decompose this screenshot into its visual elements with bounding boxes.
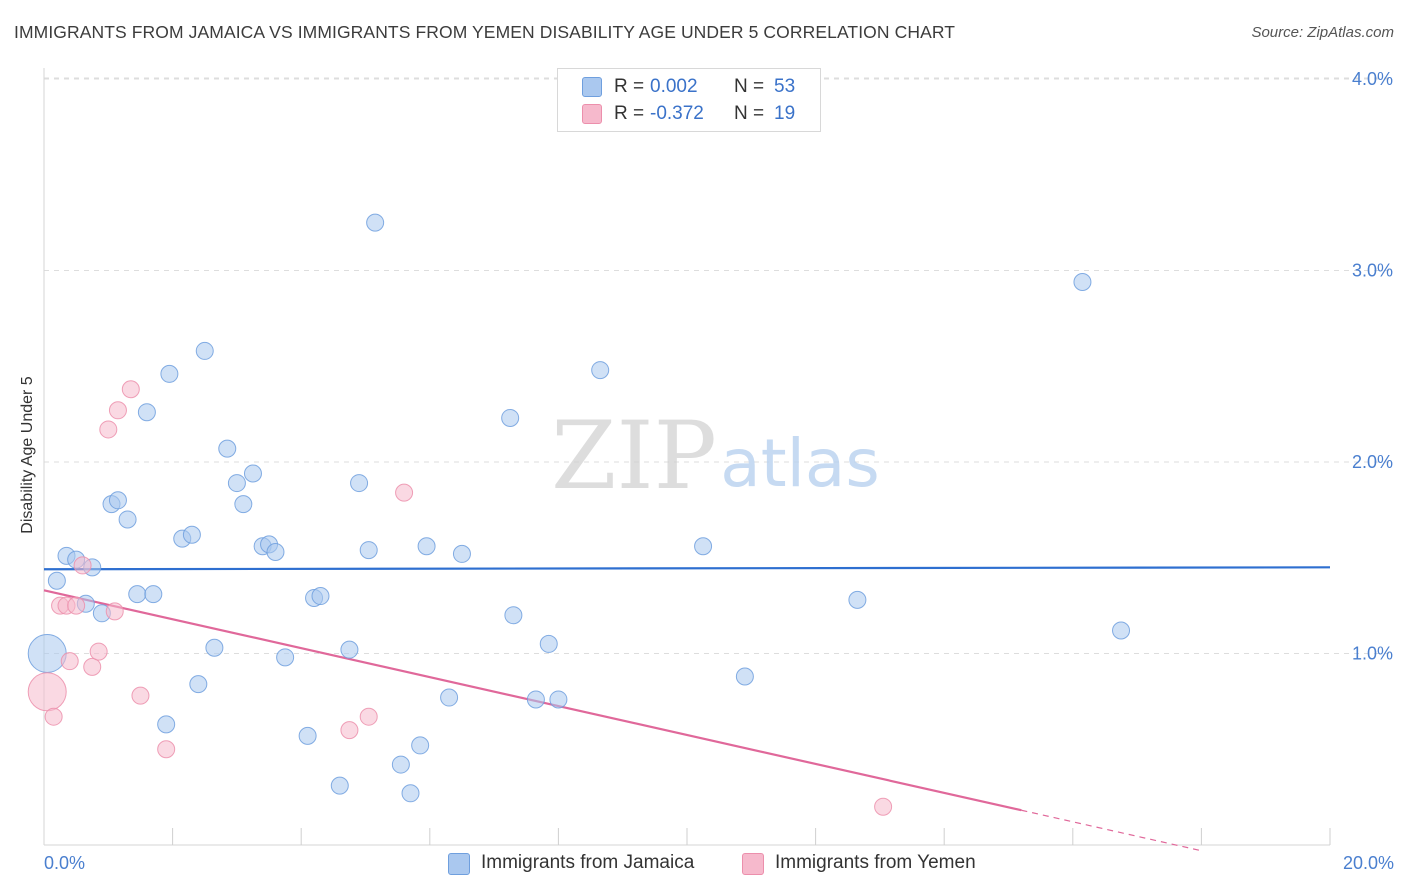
y-tick-label: 3.0% <box>1352 261 1393 281</box>
legend-n-label: N = <box>734 76 765 97</box>
legend-r-label: R = <box>614 103 645 124</box>
yemen-point <box>359 707 378 726</box>
yemen-point <box>60 652 79 671</box>
jamaica-point <box>118 510 137 529</box>
watermark-atlas: atlas <box>720 425 880 502</box>
yemen-point <box>67 596 86 615</box>
jamaica-point <box>366 213 385 232</box>
jamaica-point <box>401 784 420 803</box>
jamaica-point <box>243 464 262 483</box>
yemen-point <box>73 556 92 575</box>
legend-n-value-yemen: 19 <box>774 103 796 124</box>
jamaica-point <box>160 364 179 383</box>
legend-r-value-jamaica: 0.002 <box>650 76 698 97</box>
legend-n-label: N = <box>734 103 765 124</box>
jamaica-point <box>526 690 545 709</box>
yemen-point <box>340 721 359 740</box>
jamaica-point <box>340 640 359 659</box>
jamaica-point <box>694 537 713 556</box>
x-tick-label-max: 20.0% <box>1343 853 1394 873</box>
data-points <box>27 213 1131 816</box>
legend-swatch-jamaica <box>582 77 602 97</box>
yemen-point <box>157 740 176 759</box>
jamaica-point <box>108 491 127 510</box>
bottom-legend-swatch-yemen <box>742 853 764 875</box>
jamaica-point <box>440 688 459 707</box>
y-tick-label: 4.0% <box>1352 69 1393 89</box>
jamaica-point <box>417 537 436 556</box>
jamaica-point <box>218 439 237 458</box>
yemen-point <box>874 797 893 816</box>
jamaica-point <box>234 495 253 514</box>
jamaica-point <box>411 736 430 755</box>
jamaica-point <box>227 474 246 493</box>
yemen-point <box>44 707 63 726</box>
jamaica-point <box>27 634 67 673</box>
jamaica-point <box>1112 621 1131 640</box>
jamaica-point <box>47 571 66 590</box>
bottom-legend-label-yemen: Immigrants from Yemen <box>775 852 976 873</box>
y-tick-label: 2.0% <box>1352 452 1393 472</box>
trend-lines <box>43 566 1331 852</box>
legend-n-value-jamaica: 53 <box>774 76 796 97</box>
legend-r-value-yemen: -0.372 <box>650 103 704 124</box>
yemen-point <box>105 602 124 621</box>
jamaica-point <box>189 675 208 694</box>
jamaica-point <box>848 590 867 609</box>
jamaica-point <box>359 541 378 560</box>
jamaica-point <box>266 543 285 562</box>
bottom-legend-label-jamaica: Immigrants from Jamaica <box>481 852 695 873</box>
x-tick-label-min: 0.0% <box>44 853 85 873</box>
jamaica-point <box>182 525 201 544</box>
correlation-legend: R = 0.002 N = 53 R = -0.372 N = 19 <box>557 68 821 132</box>
jamaica-point <box>1073 272 1092 291</box>
source-credit: Source: ZipAtlas.com <box>1251 24 1394 41</box>
jamaica-point <box>735 667 754 686</box>
legend-swatch-yemen <box>582 104 602 124</box>
chart-title: IMMIGRANTS FROM JAMAICA VS IMMIGRANTS FR… <box>14 22 956 42</box>
jamaica-point <box>195 341 214 360</box>
bottom-legend-swatch-jamaica <box>448 853 470 875</box>
yemen-point <box>89 642 108 661</box>
yemen-point <box>131 686 150 705</box>
jamaica-point <box>549 690 568 709</box>
y-axis-label: Disability Age Under 5 <box>19 376 36 534</box>
jamaica-point <box>137 403 156 422</box>
jamaica-point <box>311 587 330 606</box>
yemen-point <box>83 657 102 676</box>
y-tick-label: 1.0% <box>1352 644 1393 664</box>
x-tick-layer <box>172 828 1331 845</box>
jamaica-point <box>157 715 176 734</box>
yemen-point <box>121 380 140 399</box>
trend-line-jamaica <box>43 566 1331 571</box>
jamaica-point <box>330 776 349 795</box>
yemen-point <box>108 401 127 420</box>
jamaica-point <box>539 634 558 653</box>
jamaica-point <box>144 585 163 604</box>
jamaica-point <box>276 648 295 667</box>
legend-r-label: R = <box>614 76 645 97</box>
jamaica-point <box>452 544 471 563</box>
y-tick-labels: 1.0% 2.0% 3.0% 4.0% <box>1352 69 1393 664</box>
yemen-point <box>27 672 67 712</box>
jamaica-point <box>591 361 610 380</box>
jamaica-point <box>501 408 520 427</box>
yemen-point <box>395 483 414 502</box>
jamaica-point <box>504 606 523 625</box>
jamaica-point <box>128 585 147 604</box>
watermark-zip: ZIP <box>551 402 717 511</box>
jamaica-point <box>298 726 317 745</box>
yemen-point <box>99 420 118 439</box>
jamaica-point <box>391 755 410 774</box>
jamaica-point <box>205 638 224 657</box>
jamaica-point <box>350 474 369 493</box>
trend-line-extension-yemen <box>1021 809 1202 852</box>
